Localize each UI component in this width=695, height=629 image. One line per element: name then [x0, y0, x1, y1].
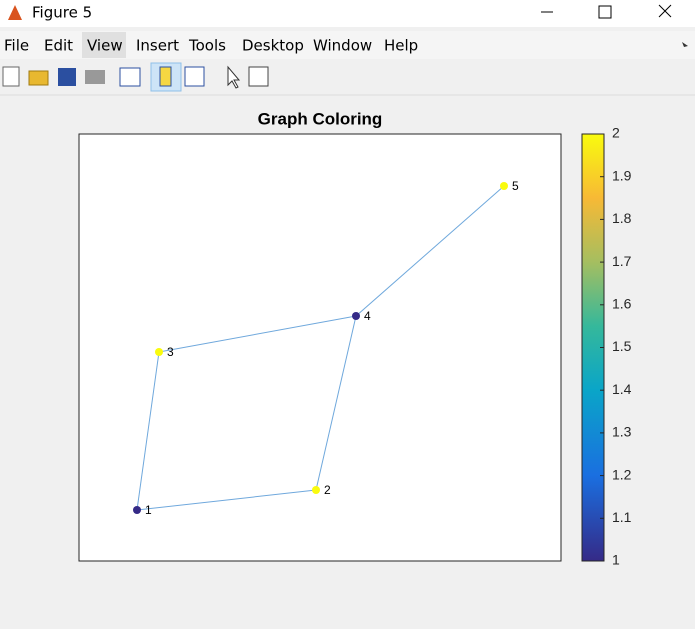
node: [133, 506, 141, 514]
node-label: 4: [364, 309, 371, 323]
maximize-button[interactable]: [598, 5, 612, 19]
edge: [136, 489, 317, 511]
menu-highlight: [82, 32, 126, 58]
property-icon[interactable]: [248, 66, 269, 87]
colorbar-icon: [159, 66, 172, 87]
node: [500, 182, 508, 190]
title-bar: [0, 0, 695, 27]
legend-icon[interactable]: [184, 66, 205, 87]
pointer-icon[interactable]: [227, 65, 241, 89]
menu-item[interactable]: File: [4, 37, 29, 55]
new-icon[interactable]: [2, 66, 20, 87]
edge: [158, 315, 357, 353]
colorbar-tick-label: 1.7: [612, 253, 632, 269]
edge: [315, 315, 357, 491]
colorbar-tick-label: 1.8: [612, 210, 632, 226]
open-icon[interactable]: [28, 70, 49, 86]
colorbar-tick-label: 1.6: [612, 296, 632, 312]
axes: [78, 133, 562, 562]
menu-item[interactable]: Help: [384, 37, 418, 55]
colorbar-tick-label: 1.3: [612, 424, 632, 440]
node: [352, 312, 360, 320]
menu-item[interactable]: Insert: [136, 37, 179, 55]
menu-item[interactable]: View: [87, 37, 123, 55]
dock-arrow[interactable]: [682, 42, 688, 47]
save-icon[interactable]: [58, 68, 76, 86]
menu-item[interactable]: Edit: [44, 37, 73, 55]
colorbar-tick-label: 2: [612, 125, 620, 141]
node-label: 1: [145, 503, 152, 517]
colorbar-tick-label: 1.9: [612, 167, 632, 183]
node-label: 2: [324, 483, 331, 497]
colorbar-tick-label: 1.5: [612, 338, 632, 354]
node: [155, 348, 163, 356]
edge: [355, 185, 505, 317]
link-icon[interactable]: [119, 67, 141, 87]
node-label: 5: [512, 179, 519, 193]
menu-item[interactable]: Desktop: [242, 37, 304, 55]
plot-title: Graph Coloring: [258, 109, 383, 128]
menu-item[interactable]: Window: [313, 37, 372, 55]
edge: [136, 351, 160, 511]
close-button[interactable]: [658, 4, 672, 18]
node-label: 3: [167, 345, 174, 359]
node: [312, 486, 320, 494]
colorbar-tick-label: 1.2: [612, 466, 632, 482]
print-icon[interactable]: [85, 70, 105, 84]
app-icon: [8, 5, 22, 20]
toolbar: [2, 62, 269, 92]
window-title: Figure 5: [32, 4, 92, 22]
colorbar-tick-label: 1.4: [612, 381, 632, 397]
colorbar-tick-label: 1: [612, 552, 620, 568]
colorbar-tick-label: 1.1: [612, 509, 632, 525]
menu-item[interactable]: Tools: [188, 37, 226, 55]
